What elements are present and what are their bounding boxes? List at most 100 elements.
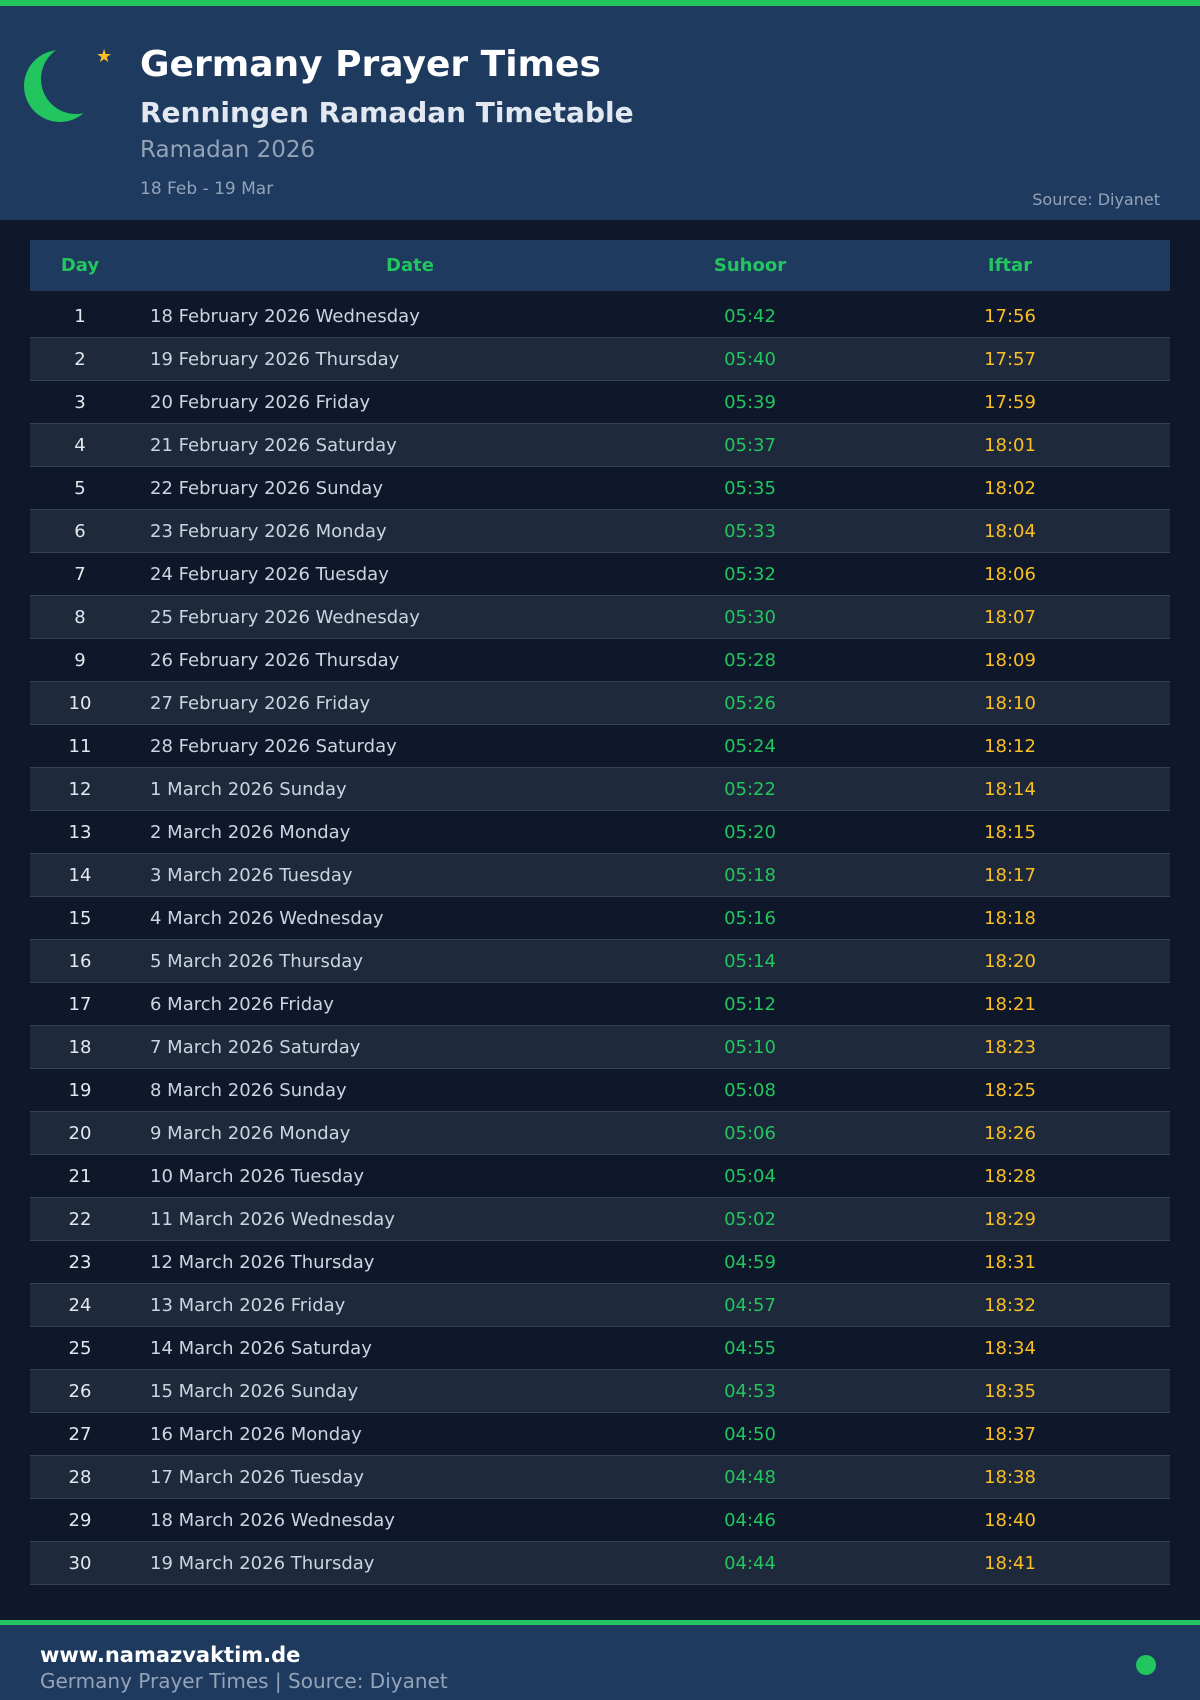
column-header-day: Day [60,255,100,276]
day-cell: 11 [68,735,92,757]
table-row: 21 10 March 2026 Tuesday 05:04 18:28 [30,1155,1170,1198]
iftar-cell: 18:41 [984,1552,1036,1574]
day-cell: 8 [74,606,86,628]
date-cell: 15 March 2026 Sunday [150,1380,359,1402]
day-cell: 3 [74,391,86,413]
table-row: 10 27 February 2026 Friday 05:26 18:10 [30,682,1170,725]
iftar-cell: 18:09 [984,649,1036,671]
table-row: 1 18 February 2026 Wednesday 05:42 17:56 [30,295,1170,338]
day-cell: 26 [68,1380,92,1402]
suhoor-cell: 04:53 [724,1380,776,1402]
date-cell: 10 March 2026 Tuesday [150,1165,364,1187]
date-cell: 6 March 2026 Friday [150,993,334,1015]
date-cell: 20 February 2026 Friday [150,391,371,413]
table-row: 17 6 March 2026 Friday 05:12 18:21 [30,983,1170,1026]
suhoor-cell: 05:14 [724,950,776,972]
day-cell: 20 [68,1122,92,1144]
page-subtitle: Renningen Ramadan Timetable [140,96,634,129]
table-row: 22 11 March 2026 Wednesday 05:02 18:29 [30,1198,1170,1241]
day-cell: 18 [68,1036,92,1058]
day-cell: 27 [68,1423,92,1445]
suhoor-cell: 05:04 [724,1165,776,1187]
timetable: Day Date Suhoor Iftar 1 18 February 2026 … [30,240,1170,1585]
table-row: 2 19 February 2026 Thursday 05:40 17:57 [30,338,1170,381]
iftar-cell: 18:31 [984,1251,1036,1273]
day-cell: 23 [68,1251,92,1273]
suhoor-cell: 05:12 [724,993,776,1015]
season-label: Ramadan 2026 [140,137,316,163]
day-cell: 12 [68,778,92,800]
date-cell: 14 March 2026 Saturday [150,1337,372,1359]
table-row: 30 19 March 2026 Thursday 04:44 18:41 [30,1542,1170,1585]
suhoor-cell: 05:40 [724,348,776,370]
day-cell: 24 [68,1294,92,1316]
iftar-cell: 18:40 [984,1509,1036,1531]
day-cell: 28 [68,1466,92,1488]
footer-text: Germany Prayer Times | Source: Diyanet [40,1669,448,1693]
iftar-cell: 18:10 [984,692,1036,714]
table-row: 25 14 March 2026 Saturday 04:55 18:34 [30,1327,1170,1370]
date-cell: 21 February 2026 Saturday [150,434,397,456]
footer-url-link[interactable]: www.namazvaktim.de [40,1643,301,1667]
source-label: Source: Diyanet [1032,190,1160,209]
suhoor-cell: 05:22 [724,778,776,800]
date-cell: 28 February 2026 Saturday [150,735,397,757]
table-row: 24 13 March 2026 Friday 04:57 18:32 [30,1284,1170,1327]
table-row: 7 24 February 2026 Tuesday 05:32 18:06 [30,553,1170,596]
iftar-cell: 17:57 [984,348,1036,370]
day-cell: 29 [68,1509,92,1531]
table-row: 5 22 February 2026 Sunday 05:35 18:02 [30,467,1170,510]
iftar-cell: 18:25 [984,1079,1036,1101]
table-row: 28 17 March 2026 Tuesday 04:48 18:38 [30,1456,1170,1499]
table-row: 26 15 March 2026 Sunday 04:53 18:35 [30,1370,1170,1413]
iftar-cell: 18:02 [984,477,1036,499]
day-cell: 17 [68,993,92,1015]
iftar-cell: 18:12 [984,735,1036,757]
suhoor-cell: 05:16 [724,907,776,929]
date-cell: 19 March 2026 Thursday [150,1552,375,1574]
iftar-cell: 18:15 [984,821,1036,843]
date-cell: 18 March 2026 Wednesday [150,1509,395,1531]
page-title: Germany Prayer Times [140,44,601,85]
day-cell: 7 [74,563,86,585]
table-row: 16 5 March 2026 Thursday 05:14 18:20 [30,940,1170,983]
suhoor-cell: 05:32 [724,563,776,585]
star-icon: ★ [96,46,113,67]
iftar-cell: 18:04 [984,520,1036,542]
iftar-cell: 18:28 [984,1165,1036,1187]
date-cell: 23 February 2026 Monday [150,520,387,542]
table-row: 4 21 February 2026 Saturday 05:37 18:01 [30,424,1170,467]
table-row: 20 9 March 2026 Monday 05:06 18:26 [30,1112,1170,1155]
suhoor-cell: 04:44 [724,1552,776,1574]
suhoor-cell: 05:42 [724,305,776,327]
date-cell: 25 February 2026 Wednesday [150,606,420,628]
date-cell: 13 March 2026 Friday [150,1294,346,1316]
suhoor-cell: 05:24 [724,735,776,757]
iftar-cell: 18:14 [984,778,1036,800]
date-cell: 22 February 2026 Sunday [150,477,383,499]
status-dot-icon [1136,1655,1156,1675]
suhoor-cell: 04:59 [724,1251,776,1273]
iftar-cell: 18:35 [984,1380,1036,1402]
day-cell: 30 [68,1552,92,1574]
iftar-cell: 18:37 [984,1423,1036,1445]
iftar-cell: 18:17 [984,864,1036,886]
day-cell: 16 [68,950,92,972]
day-cell: 1 [74,305,86,327]
date-range: 18 Feb - 19 Mar [140,179,274,199]
date-cell: 7 March 2026 Saturday [150,1036,361,1058]
iftar-cell: 18:21 [984,993,1036,1015]
suhoor-cell: 04:46 [724,1509,776,1531]
suhoor-cell: 04:55 [724,1337,776,1359]
table-row: 11 28 February 2026 Saturday 05:24 18:12 [30,725,1170,768]
date-cell: 3 March 2026 Tuesday [150,864,353,886]
table-row: 6 23 February 2026 Monday 05:33 18:04 [30,510,1170,553]
suhoor-cell: 05:18 [724,864,776,886]
crescent-icon [24,44,111,122]
table-body: 1 18 February 2026 Wednesday 05:42 17:56 2 19… [30,295,1170,1585]
column-header-suhoor: Suhoor [713,255,787,276]
date-cell: 16 March 2026 Monday [150,1423,362,1445]
iftar-cell: 18:34 [984,1337,1036,1359]
day-cell: 25 [68,1337,92,1359]
suhoor-cell: 05:10 [724,1036,776,1058]
